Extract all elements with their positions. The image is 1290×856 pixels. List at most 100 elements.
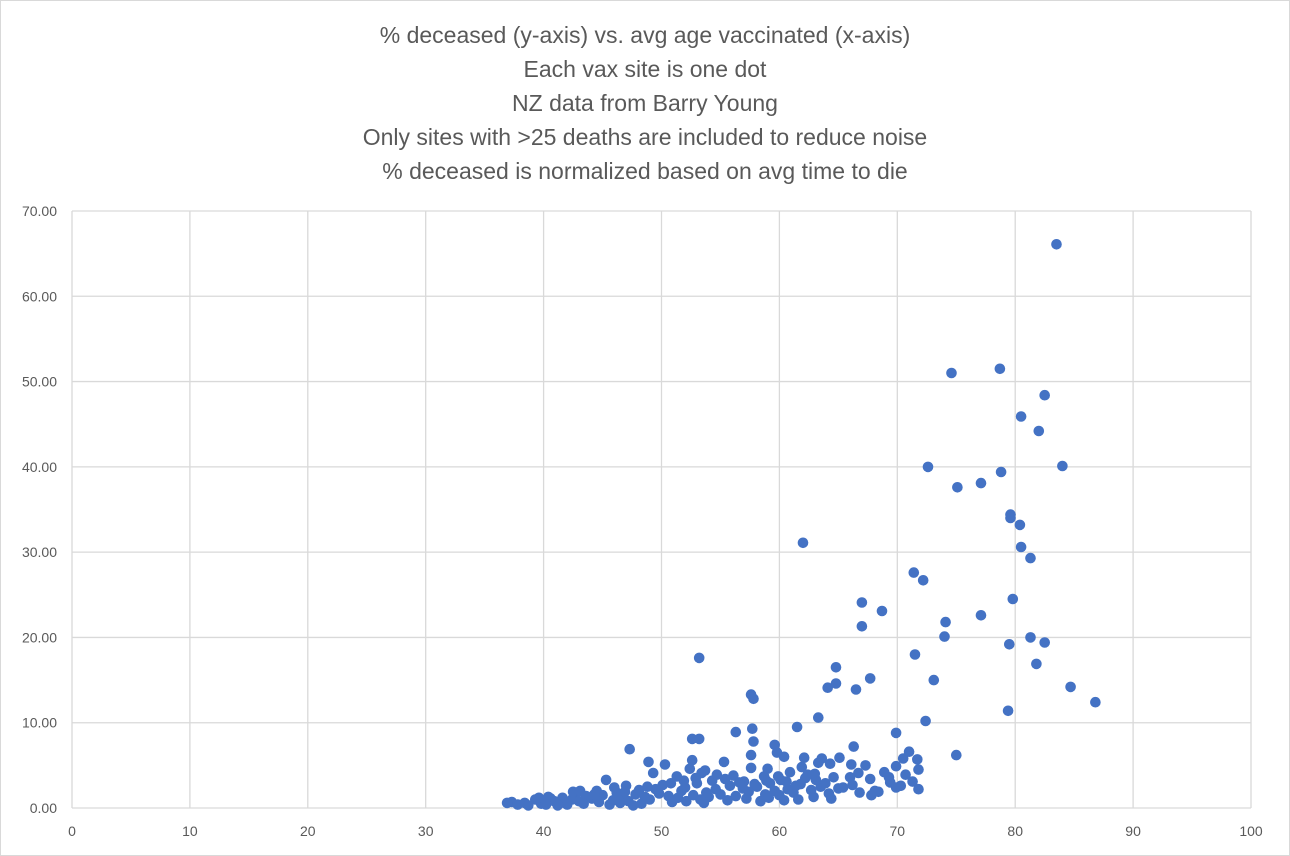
data-point bbox=[1014, 519, 1026, 531]
data-point bbox=[810, 774, 822, 786]
data-point bbox=[644, 794, 655, 805]
data-point bbox=[666, 796, 678, 808]
data-point bbox=[820, 778, 831, 789]
data-point bbox=[940, 616, 951, 628]
data-point bbox=[763, 792, 775, 804]
data-point bbox=[749, 778, 760, 790]
data-point bbox=[627, 800, 639, 811]
data-point bbox=[604, 799, 615, 810]
data-point bbox=[913, 783, 924, 795]
data-point bbox=[939, 631, 950, 642]
data-point bbox=[1007, 593, 1019, 605]
data-point bbox=[1051, 239, 1062, 250]
data-point bbox=[822, 682, 833, 693]
x-tick-label: 30 bbox=[418, 823, 434, 839]
data-point bbox=[1025, 632, 1036, 643]
data-point bbox=[869, 785, 881, 797]
data-point bbox=[543, 791, 554, 803]
data-point bbox=[745, 749, 757, 761]
data-point bbox=[876, 605, 888, 617]
data-point bbox=[748, 736, 759, 747]
data-point bbox=[798, 752, 810, 763]
data-point bbox=[784, 766, 796, 778]
data-point bbox=[793, 794, 804, 805]
data-point bbox=[828, 772, 839, 783]
data-point bbox=[824, 758, 836, 769]
data-point bbox=[837, 782, 849, 793]
data-point bbox=[908, 567, 920, 578]
x-tick-label: 60 bbox=[772, 823, 788, 839]
data-point bbox=[722, 795, 733, 806]
y-tick-label: 50.00 bbox=[22, 374, 57, 390]
data-point bbox=[693, 733, 705, 745]
data-point bbox=[512, 799, 523, 810]
data-point bbox=[698, 797, 710, 809]
title-line: % deceased (y-axis) vs. avg age vaccinat… bbox=[379, 22, 911, 48]
data-point bbox=[844, 772, 856, 783]
data-point bbox=[715, 789, 726, 800]
data-point bbox=[797, 537, 809, 549]
data-point bbox=[711, 769, 723, 780]
data-point bbox=[747, 723, 758, 734]
y-tick-label: 0.00 bbox=[30, 800, 57, 816]
y-tick-label: 60.00 bbox=[22, 288, 57, 304]
data-point bbox=[665, 778, 677, 789]
data-point bbox=[897, 753, 909, 764]
x-tick-label: 0 bbox=[68, 823, 76, 839]
data-point bbox=[614, 797, 626, 809]
data-point bbox=[900, 769, 911, 780]
data-point bbox=[1039, 637, 1050, 648]
data-point bbox=[778, 795, 790, 806]
data-point bbox=[920, 715, 931, 727]
data-point bbox=[574, 785, 586, 797]
data-point bbox=[624, 743, 635, 755]
data-point bbox=[593, 796, 605, 808]
data-point bbox=[864, 773, 876, 785]
data-point bbox=[552, 800, 563, 811]
data-point bbox=[1015, 541, 1027, 553]
data-point bbox=[890, 727, 902, 739]
data-point bbox=[860, 760, 871, 771]
data-point bbox=[630, 789, 641, 800]
data-point bbox=[772, 771, 784, 782]
data-point bbox=[533, 792, 545, 804]
data-point bbox=[922, 461, 934, 473]
data-point bbox=[790, 780, 802, 792]
data-point bbox=[684, 763, 696, 775]
y-tick-label: 40.00 bbox=[22, 459, 57, 475]
data-point bbox=[853, 767, 864, 779]
data-point bbox=[994, 363, 1006, 375]
data-point bbox=[890, 760, 902, 772]
data-point bbox=[696, 767, 707, 779]
chart-title: % deceased (y-axis) vs. avg age vaccinat… bbox=[0, 18, 1290, 188]
data-point bbox=[834, 752, 845, 763]
data-point bbox=[1065, 681, 1076, 693]
data-point bbox=[748, 693, 759, 705]
data-point bbox=[830, 678, 842, 689]
data-point bbox=[802, 769, 813, 780]
data-point bbox=[686, 754, 698, 766]
data-point bbox=[523, 800, 534, 811]
data-point bbox=[846, 759, 857, 770]
x-tick-label: 100 bbox=[1239, 823, 1263, 839]
data-point bbox=[913, 764, 924, 775]
data-point bbox=[864, 673, 876, 684]
data-point bbox=[1002, 705, 1014, 717]
data-point bbox=[995, 466, 1007, 478]
data-point bbox=[856, 621, 868, 632]
y-tick-label: 30.00 bbox=[22, 544, 57, 560]
data-point bbox=[796, 761, 808, 773]
data-point bbox=[561, 799, 573, 810]
title-line: NZ data from Barry Young bbox=[512, 90, 778, 116]
x-tick-label: 50 bbox=[654, 823, 670, 839]
data-point bbox=[718, 756, 730, 768]
x-tick-label: 10 bbox=[182, 823, 198, 839]
data-point bbox=[808, 791, 819, 803]
data-point bbox=[917, 575, 929, 586]
data-point bbox=[761, 775, 772, 786]
data-point bbox=[907, 776, 918, 787]
data-point bbox=[912, 754, 923, 765]
data-point bbox=[501, 797, 513, 809]
